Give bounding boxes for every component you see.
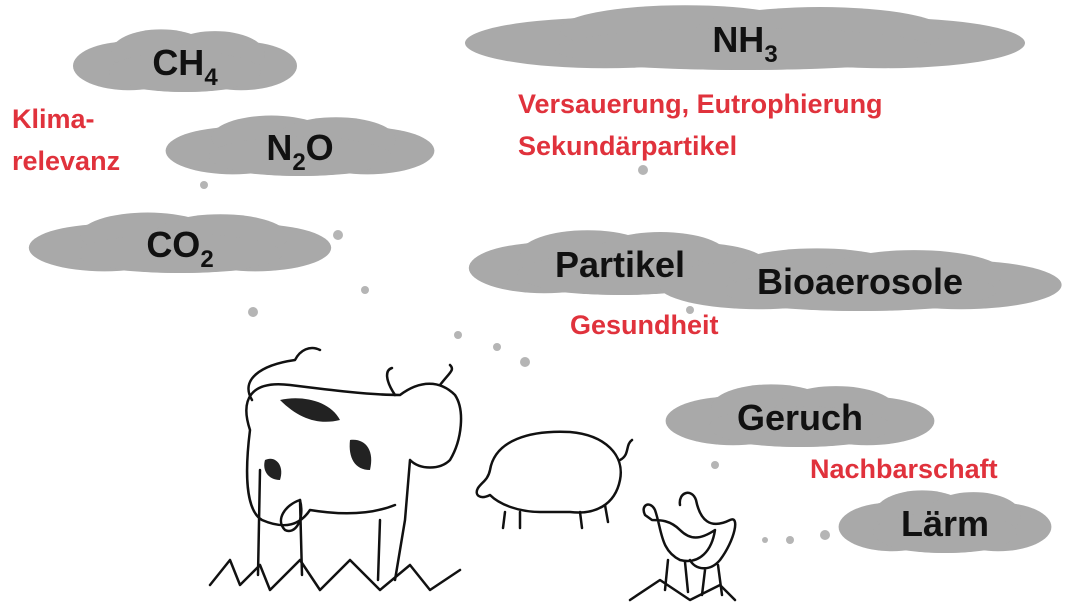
cloud [658,248,1062,312]
subscript: 4 [204,64,218,91]
cow-sketch [208,346,463,592]
cloud [838,490,1052,553]
effect-label: relevanz [12,146,120,176]
cloud [465,5,1025,70]
effect-label: Gesundheit [570,310,719,340]
formula-part: NH [712,19,764,60]
effect-label: Nachbarschaft [810,454,998,484]
chicken-sketch [628,491,737,602]
cloud-puff [872,512,1018,553]
gas-label: Geruch [737,397,863,438]
gas-label: NH3 [712,19,777,68]
formula-part: Partikel [555,244,685,285]
formula-part: Bioaerosole [757,261,963,302]
cloud-puff [555,28,935,70]
cloud-puff [109,51,261,92]
formula-part: CH [152,42,204,83]
cloud-puff [208,136,392,176]
gas-label: Lärm [901,503,989,544]
effect-label: Versauerung, Eutrophierung [518,89,883,119]
cloud-puff [77,233,283,273]
cloud-puff [708,406,892,448]
gas-label: CH4 [152,42,218,91]
cloud [665,384,935,448]
cloud [28,212,332,273]
cloud-puff [723,270,997,312]
cloud [165,115,435,176]
formula-part: O [306,127,334,168]
subscript: 3 [764,41,777,68]
pig-sketch [475,430,634,530]
effect-label: Sekundärpartikel [518,131,737,161]
gas-label: Partikel [555,244,685,285]
formula-part: N [266,127,292,168]
gas-label: CO2 [146,224,213,273]
formula-part: Geruch [737,397,863,438]
cloud [73,29,297,92]
effect-label: Klima- [12,104,95,134]
farm-animals [208,346,737,602]
gas-label: Bioaerosole [757,261,963,302]
gas-label: N2O [266,127,333,176]
subscript: 2 [200,246,213,273]
particles [200,165,830,544]
subscript: 2 [292,149,305,176]
formula-part: Lärm [901,503,989,544]
formula-part: CO [146,224,200,265]
